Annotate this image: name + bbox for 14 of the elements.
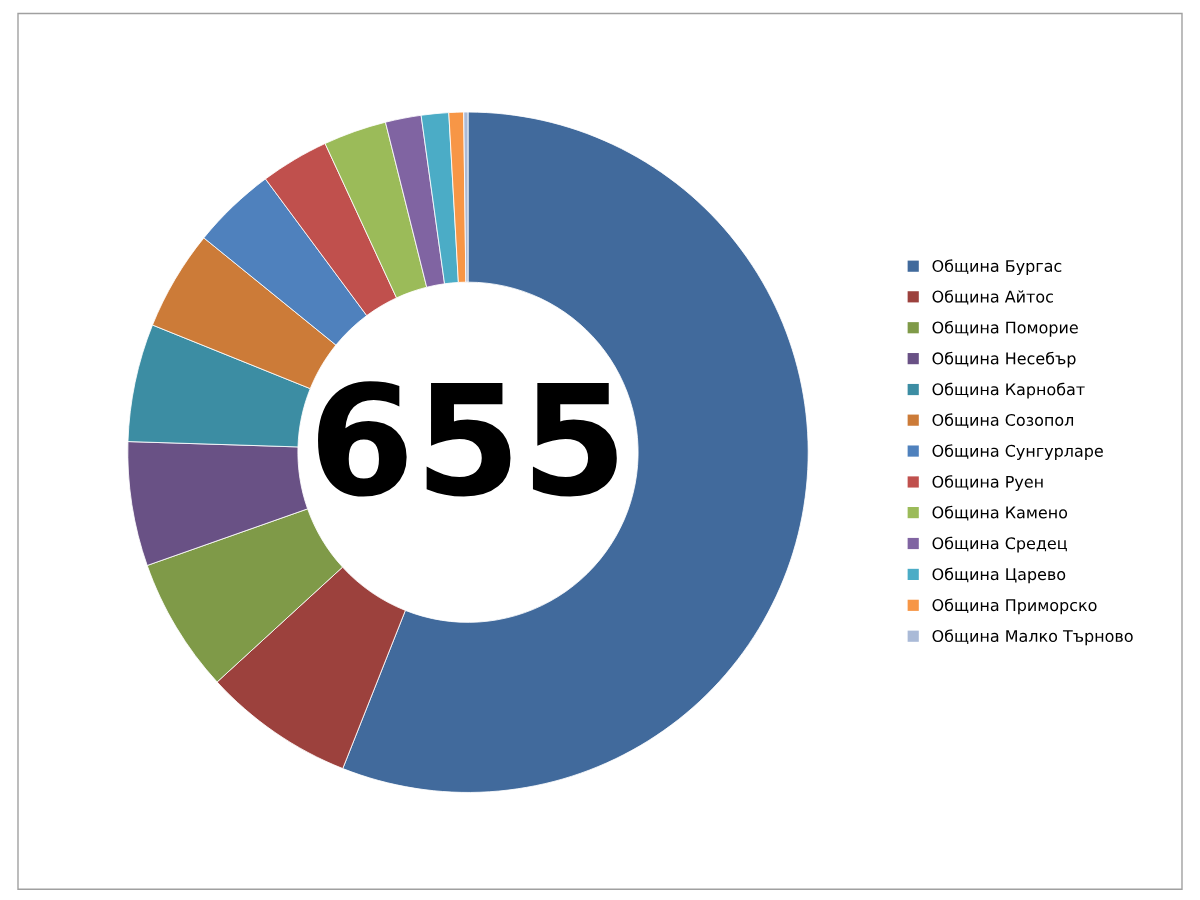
legend-label: Община Малко Търново	[932, 629, 1133, 646]
legend-label: Община Поморие	[932, 320, 1078, 337]
legend-label: Община Карнобат	[932, 382, 1085, 399]
text: 655	[318, 381, 617, 497]
legend-label: Община Бургас	[932, 259, 1062, 276]
legend-label: Община Царево	[932, 567, 1066, 584]
legend-label: Община Несебър	[932, 351, 1076, 368]
legend-label: Община Созопол	[932, 413, 1074, 428]
legend-label: Община Сунгурларе	[932, 444, 1103, 460]
legend-label: Община Камено	[932, 505, 1068, 521]
legend-label: Община Айтос	[932, 290, 1053, 305]
legend-label: Община Руен	[932, 475, 1043, 491]
legend-label: Община Приморско	[932, 598, 1097, 615]
legend-label: Община Средец	[932, 536, 1067, 553]
